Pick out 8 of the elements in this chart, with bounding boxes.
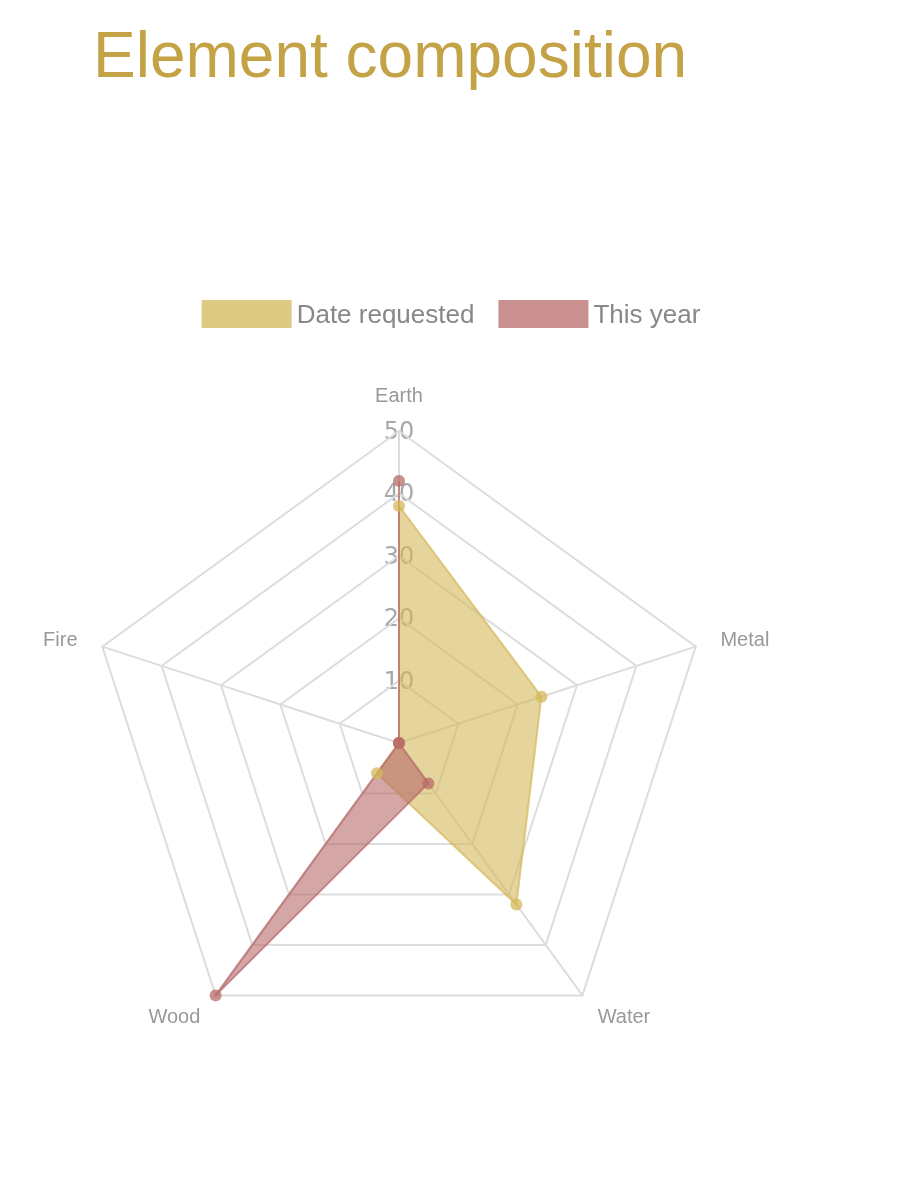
legend-label: This year (593, 299, 701, 329)
spoke-label: Earth (375, 384, 423, 406)
spoke-label: Wood (148, 1005, 201, 1028)
spoke-label: Fire (43, 627, 78, 650)
legend-label: Date requested (296, 299, 475, 329)
spoke-label: Metal (720, 627, 770, 650)
chart-title: Element composition (93, 19, 688, 91)
spoke-label: Water (597, 1005, 651, 1028)
